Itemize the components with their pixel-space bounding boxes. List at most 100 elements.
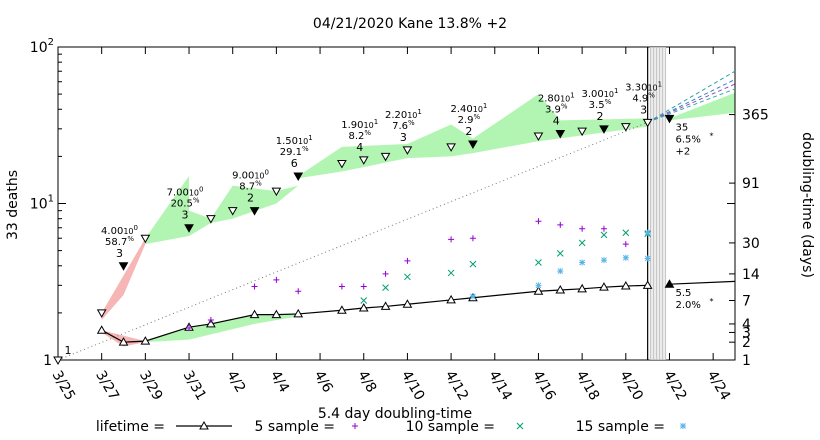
annotation-sup: 10 [254, 172, 264, 181]
right-note-lifetime-star: * [709, 297, 713, 306]
deaths-point [337, 160, 347, 169]
annotation-percent-sign: % [302, 145, 309, 153]
x-tick-label: 3/27 [92, 368, 122, 403]
red-band-deaths [101, 238, 146, 321]
y2-tick-label: 4 [742, 317, 751, 333]
sample5-point [186, 325, 193, 332]
right-note-lifetime-pct: 2.0% [675, 300, 700, 311]
annotation-rank: 6 [291, 157, 298, 170]
annotation-percent-sign: % [474, 113, 481, 121]
sample5-point [535, 218, 542, 225]
annotation-value: 2.20101 [385, 108, 422, 121]
projection-line [647, 88, 736, 123]
deaths-point [227, 207, 238, 216]
annotation-percent: 29.1% [280, 145, 309, 158]
deaths-point [620, 123, 631, 132]
x-tick-label: 4/24 [704, 368, 734, 403]
annotation-exponent: 0 [199, 186, 203, 194]
legend-label: lifetime = [96, 419, 165, 435]
annotation-value: 2.40101 [450, 102, 487, 115]
annotation-sup: 10 [407, 111, 417, 120]
annotation-value: 7.00100 [167, 186, 204, 199]
annotation-value: 1.90101 [341, 118, 378, 131]
sample5-point [273, 276, 280, 283]
annotation-percent-sign: % [127, 235, 134, 243]
annotation-exponent: 1 [570, 92, 574, 100]
sample10-point [622, 229, 630, 237]
x-tick-label: 4/8 [354, 368, 379, 396]
lifetime-point [533, 286, 544, 295]
y-axis-label: 33 deaths [5, 170, 21, 240]
annotation-rank: 2 [596, 110, 603, 123]
annotation-sup: 10 [473, 105, 483, 114]
y-tick-exponent: 2 [48, 37, 54, 48]
annotation-percent: 20.5% [171, 197, 200, 210]
lifetime-line [101, 284, 648, 343]
annotation-exponent: 1 [483, 102, 487, 110]
right-note-deaths-value: 35 [675, 122, 688, 133]
y-tick-label: 1 [43, 353, 52, 369]
x-tick-label: 4/2 [223, 368, 248, 396]
x-tick-label: 4/18 [573, 368, 603, 403]
deaths-point [140, 234, 151, 244]
sample5-point [469, 235, 476, 242]
lifetime-point [118, 337, 129, 346]
right-note-deaths-star: * [709, 131, 713, 140]
deaths-point [358, 156, 369, 165]
lifetime-point [249, 309, 260, 319]
y2-tick-label: 3 [742, 325, 751, 341]
sample15-point [622, 254, 629, 261]
y-tick-exponent: 1 [48, 194, 54, 205]
green-band [145, 175, 299, 245]
annotation-sup: 10 [647, 83, 657, 92]
lifetime-point [206, 318, 216, 328]
lifetime-projection-line [669, 280, 736, 285]
sample10-point [404, 273, 411, 281]
annotation-rank: 3 [400, 131, 407, 144]
right-note-lifetime-value: 5.5 [675, 288, 691, 299]
y2-tick-label: 30 [742, 236, 760, 252]
lifetime-point [271, 309, 282, 319]
y2-axis-label: doubling-time (days) [799, 132, 815, 278]
sample15-point [644, 229, 651, 236]
deaths-point [664, 114, 675, 124]
annotation-value: 3.00101 [582, 87, 619, 100]
lifetime-point [620, 281, 631, 290]
x-tick-label: 4/10 [398, 368, 428, 403]
lifetime-point [337, 305, 347, 314]
x-tick-label: 4/20 [616, 368, 646, 403]
y2-tick-label: 14 [742, 267, 760, 283]
deaths-point [53, 356, 63, 366]
green-band-lifetime [145, 313, 299, 343]
annotation-exponent: 1 [374, 118, 378, 126]
legend-marker-sample15 [680, 423, 686, 429]
annotation-sup: 10 [364, 121, 374, 130]
sample15-point [600, 257, 607, 264]
sample10-point [600, 231, 608, 239]
sample15-point [469, 293, 476, 300]
chart-title: 04/21/2020 Kane 13.8% +2 [313, 16, 507, 32]
x-tick-label: 4/6 [311, 368, 336, 396]
sample5-point [207, 317, 214, 324]
annotation-sup: 10 [604, 90, 614, 99]
annotation-exponent: 1 [658, 80, 662, 88]
lifetime-projection-point [664, 279, 675, 288]
projection-line [647, 70, 736, 123]
deaths-point [642, 118, 653, 128]
deaths-point [533, 132, 544, 141]
lifetime-point [446, 294, 456, 304]
x-tick-label: 4/16 [529, 368, 559, 403]
projection-line [647, 79, 736, 123]
sample10-point [382, 284, 389, 291]
y2-tick-label: 91 [742, 176, 760, 192]
annotation-sup: 10 [189, 189, 199, 198]
deaths-point [206, 215, 216, 224]
lifetime-point [358, 302, 369, 312]
annotation-value: 2.80101 [538, 92, 575, 105]
annotation-rank: 2 [465, 125, 472, 138]
x-tick-label: 4/4 [267, 368, 292, 396]
lifetime-point [96, 325, 107, 334]
sample5-point [360, 283, 367, 290]
lifetime-point [380, 301, 391, 310]
